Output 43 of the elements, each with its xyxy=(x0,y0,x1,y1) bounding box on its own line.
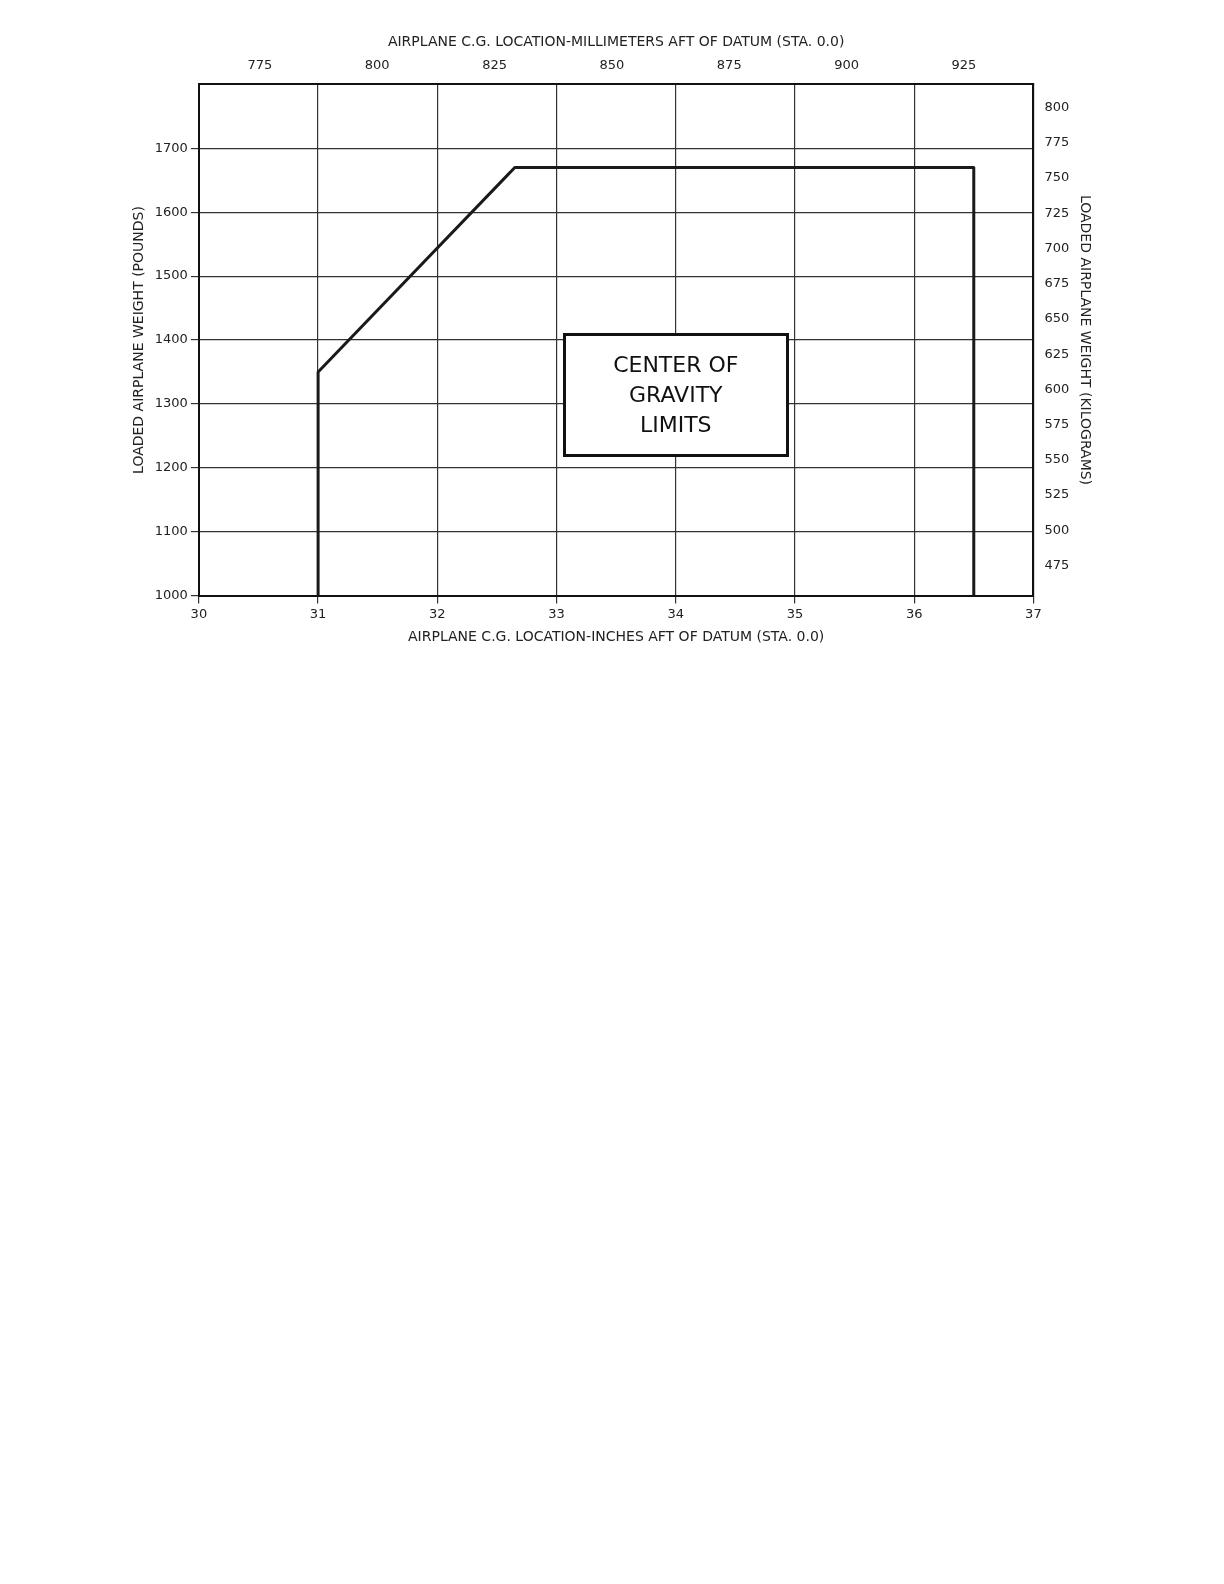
x2-tick-label: 925 xyxy=(951,56,977,72)
x-tick-label: 35 xyxy=(786,605,804,621)
x2-tick-label: 800 xyxy=(364,56,390,72)
y2-tick-label: 725 xyxy=(1044,204,1070,220)
y2-tick-label: 700 xyxy=(1044,239,1070,255)
text-frame: CENTER OF GRAVITY LIMITS xyxy=(562,332,789,458)
x2-axis-title: AIRPLANE C.G. LOCATION-MILLIMETERS AFT OF DATUM (STA. 0.0) xyxy=(387,33,845,50)
y-axis-title: LOADED AIRPLANE WEIGHT (POUNDS) xyxy=(130,206,147,474)
y2-tick-label: 600 xyxy=(1044,380,1070,396)
y2-tick-label: 475 xyxy=(1044,556,1070,572)
y-tick-label: 1100 xyxy=(154,523,188,539)
x-axis-title: AIRPLANE C.G. LOCATION-INCHES AFT OF DATUM (STA. 0.0) xyxy=(408,628,825,645)
y2-tick-label: 750 xyxy=(1044,169,1070,185)
y2-tick-label: 650 xyxy=(1044,310,1070,326)
y2-axis-title: LOADED AIRPLANE WEIGHT (KILOGRAMS) xyxy=(1077,194,1094,486)
annotation: CENTER OF GRAVITY LIMITS xyxy=(612,350,740,439)
x-tick-label: 32 xyxy=(429,605,446,621)
y2-tick-label: 500 xyxy=(1044,521,1070,537)
x-tick-label: 34 xyxy=(667,605,685,621)
y2-tick-label: 675 xyxy=(1044,275,1070,291)
y2-tick-label: 575 xyxy=(1044,415,1070,431)
y2-tick-label: 525 xyxy=(1044,486,1070,502)
y-tick-label: 1200 xyxy=(154,459,188,475)
x-tick-label: 31 xyxy=(309,605,327,621)
x2-tick-label: 900 xyxy=(834,56,859,72)
y-tick-label: 1000 xyxy=(154,586,188,602)
x-tick-label: 37 xyxy=(1025,605,1042,621)
x-tick-label: 30 xyxy=(190,605,208,621)
y2-tick-label: 775 xyxy=(1044,134,1070,150)
y-tick-label: 1700 xyxy=(154,139,188,155)
x-tick-label: 33 xyxy=(548,605,565,621)
y2-tick-label: 550 xyxy=(1044,451,1070,467)
x2-tick-label: 850 xyxy=(599,56,625,72)
y-tick-label: 1400 xyxy=(154,331,188,347)
x2-tick-label: 825 xyxy=(482,56,507,72)
y-tick-label: 1600 xyxy=(154,203,188,219)
y-tick-label: 1500 xyxy=(154,267,188,283)
y-tick-label: 1300 xyxy=(154,395,188,411)
y2-tick-label: 800 xyxy=(1044,99,1070,115)
x2-tick-label: 875 xyxy=(716,56,742,72)
x2-tick-label: 775 xyxy=(247,56,273,72)
y2-tick-label: 625 xyxy=(1044,345,1070,361)
x-tick-label: 36 xyxy=(905,605,923,621)
